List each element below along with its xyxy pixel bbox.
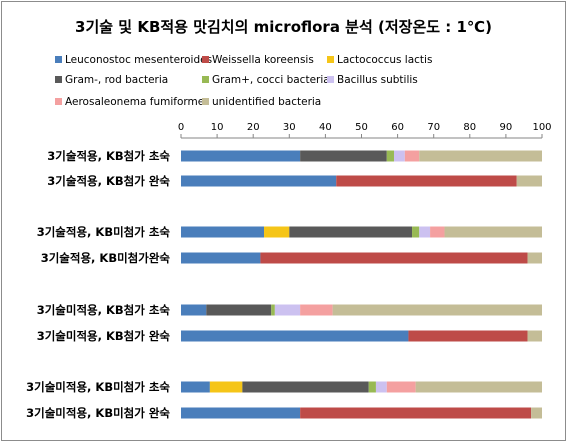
legend-label: Leuconostoc mesenteroides [65,54,213,66]
legend-item: Aerosaleonema fumiforme [55,96,204,108]
bar-segment [332,304,542,316]
bar-segment [419,226,431,238]
bar-segment [181,407,301,419]
bar-segment [393,150,405,162]
bar-segment [206,304,272,316]
legend-item: Gram+, cocci bacteria [202,74,330,86]
bar-segment [531,407,542,419]
legend-label: unidentified bacteria [212,96,322,108]
bar-segment [408,330,528,342]
legend-swatch [202,75,209,83]
bar-segment [181,304,207,316]
bar-segment [181,381,210,393]
x-tick-label: 20 [247,122,260,133]
bar-segment [260,252,528,264]
legend-item: unidentified bacteria [202,96,321,108]
bar-segment [274,304,301,316]
legend-item: Weissella koreensis [202,54,314,66]
bar-segment [415,381,542,393]
bar-segment [181,252,261,264]
bar-segment [264,226,290,238]
bar-segment [386,381,416,393]
x-tick-label: 30 [283,122,296,133]
bar-segment [368,381,376,393]
legend-label: Gram-, rod bacteria [65,74,169,86]
category-label: 3기술미적용, KB미첨가 초숙 [26,380,170,394]
bar-segment [209,381,243,393]
legend-label: Lactococcus lactis [337,54,433,66]
bar-segment [412,226,420,238]
bar-segment [527,252,542,264]
legend-label: Gram+, cocci bacteria [212,74,330,86]
chart-title: 3기술 및 KB적용 맛김치의 microflora 분석 (저장온도 : 1℃… [75,18,492,36]
bar-segment [430,226,445,238]
category-label: 3기술적용, KB첨가 초숙 [47,149,170,163]
bar-segment [527,330,542,342]
x-tick-label: 80 [463,122,476,133]
x-tick-label: 60 [391,122,404,133]
legend-swatch [202,97,209,105]
bar-segment [181,175,337,187]
bar-segment [300,150,387,162]
legend-swatch [55,97,62,105]
legend-label: Bacillus subtilis [337,74,418,86]
bar-segment [516,175,542,187]
legend-item: Leuconostoc mesenteroides [55,54,212,66]
bar-segment [271,304,275,316]
bar-segment [336,175,517,187]
legend-label: Aerosaleonema fumiforme [65,96,205,108]
legend-swatch [327,55,334,63]
bar-segment [300,304,333,316]
bar-segment [181,330,409,342]
bar-segment [375,381,387,393]
x-tick-label: 10 [211,122,224,133]
bar-segment [181,150,301,162]
x-tick-label: 50 [355,122,368,133]
category-label: 3기술미적용, KB미첨가 완숙 [26,406,170,420]
category-label: 3기술미적용, KB첨가 초숙 [37,303,171,317]
bar-segment [300,407,532,419]
bar-segment [419,150,542,162]
x-tick-label: 70 [427,122,440,133]
legend-swatch [55,55,62,63]
x-tick-label: 40 [319,122,332,133]
legend-swatch [327,75,334,83]
x-tick-label: 90 [500,122,513,133]
legend-item: Bacillus subtilis [327,74,418,86]
legend-item: Gram-, rod bacteria [55,74,168,86]
category-label: 3기술적용, KB첨가 완숙 [47,174,170,188]
bar-segment [181,226,265,238]
bar-segment [289,226,413,238]
x-tick-label: 0 [178,122,184,133]
category-label: 3기술미적용, KB첨가 완숙 [37,329,171,343]
category-label: 3기술적용, KB미첨가완숙 [41,251,171,265]
x-tick-label: 100 [532,122,551,133]
bar-segment [386,150,394,162]
bar-segment [444,226,542,238]
legend-label: Weissella koreensis [212,54,314,66]
legend-swatch [55,75,62,83]
legend-swatch [202,55,209,63]
legend-item: Lactococcus lactis [327,54,432,66]
bar-segment [242,381,369,393]
category-label: 3기술적용, KB미첨가 초숙 [37,225,171,239]
bar-segment [404,150,420,162]
